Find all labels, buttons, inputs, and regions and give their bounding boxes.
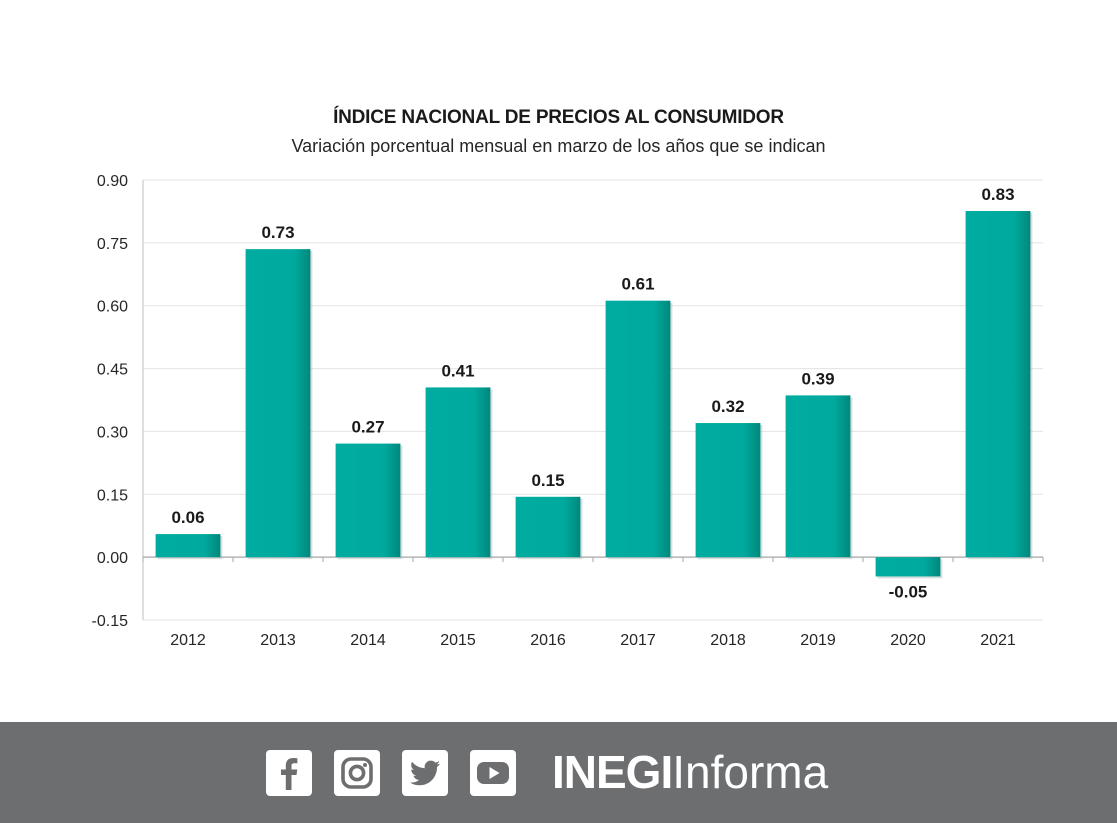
instagram-icon[interactable] xyxy=(334,750,380,796)
y-tick-label: 0.45 xyxy=(97,362,128,379)
twitter-icon[interactable] xyxy=(402,750,448,796)
data-label: 0.83 xyxy=(981,185,1014,204)
x-tick-label: 2013 xyxy=(260,632,296,649)
bar-chart: 0.90 0.75 0.60 0.45 0.30 0.15 0.00 -0.15 2012 201… xyxy=(92,173,1044,649)
bar-2015 xyxy=(425,387,491,558)
facebook-icon[interactable] xyxy=(266,750,312,796)
bar-2018 xyxy=(695,423,761,558)
inegi-informa-logo[interactable]: INEGIInforma xyxy=(552,744,828,800)
x-tick-label: 2021 xyxy=(980,632,1016,649)
bar-2014 xyxy=(335,443,401,558)
data-label: 0.73 xyxy=(261,223,294,242)
x-tick-label: 2016 xyxy=(530,632,566,649)
data-label: 0.41 xyxy=(441,361,474,380)
bar-2013 xyxy=(245,249,311,558)
y-tick-label: 0.90 xyxy=(97,173,128,190)
footer-bar: INEGIInforma xyxy=(0,722,1117,823)
y-tick-label: -0.15 xyxy=(92,613,129,630)
bar-2021 xyxy=(965,211,1031,558)
chart-title: ÍNDICE NACIONAL DE PRECIOS AL CONSUMIDOR xyxy=(333,107,784,128)
bar-2012 xyxy=(155,534,221,558)
y-tick-label: 0.00 xyxy=(97,550,128,567)
chart-subtitle: Variación porcentual mensual en marzo de… xyxy=(291,136,826,156)
data-label: 0.39 xyxy=(801,369,834,388)
y-tick-label: 0.30 xyxy=(97,424,128,441)
bar-2016 xyxy=(515,496,581,558)
y-tick-label: 0.75 xyxy=(97,236,128,253)
y-tick-label: 0.15 xyxy=(97,487,128,504)
data-label: 0.61 xyxy=(621,275,654,294)
x-tick-label: 2012 xyxy=(170,632,206,649)
data-label: 0.15 xyxy=(531,471,564,490)
x-tick-label: 2018 xyxy=(710,632,746,649)
data-label: 0.32 xyxy=(711,397,744,416)
data-label: -0.05 xyxy=(889,582,928,601)
x-tick-label: 2020 xyxy=(890,632,926,649)
brand-inegi: INEGI xyxy=(552,746,673,798)
bar-2020 xyxy=(875,557,941,577)
x-tick-label: 2014 xyxy=(350,632,386,649)
y-tick-label: 0.60 xyxy=(97,299,128,316)
bars xyxy=(155,211,1033,579)
axes: 0.90 0.75 0.60 0.45 0.30 0.15 0.00 -0.15 2012 201… xyxy=(92,173,1044,649)
youtube-icon[interactable] xyxy=(470,750,516,796)
brand-informa: Informa xyxy=(672,746,829,798)
data-labels: 0.06 0.73 0.27 0.41 0.15 0.61 0.32 0.39 -0.05 0.8… xyxy=(171,185,1014,601)
data-label: 0.06 xyxy=(171,508,204,527)
x-tick-label: 2017 xyxy=(620,632,656,649)
x-tick-label: 2019 xyxy=(800,632,836,649)
bar-2017 xyxy=(605,300,671,558)
bar-2019 xyxy=(785,395,851,558)
x-tick-label: 2015 xyxy=(440,632,476,649)
data-label: 0.27 xyxy=(351,418,384,437)
